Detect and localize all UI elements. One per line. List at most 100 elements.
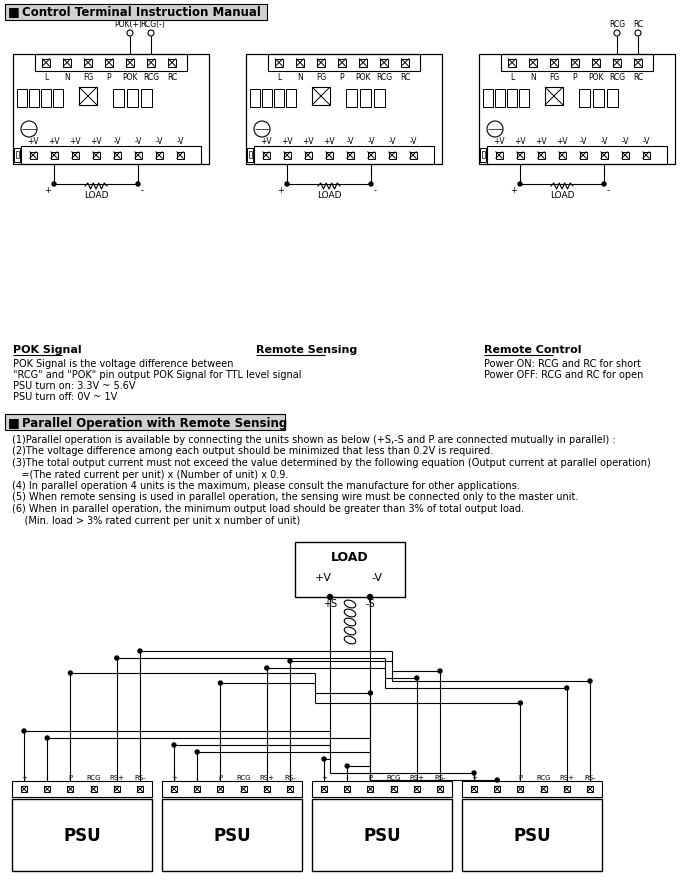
Text: -: -	[374, 186, 377, 195]
Text: L: L	[510, 73, 514, 82]
Text: LOAD: LOAD	[316, 190, 342, 199]
Bar	[218, 786, 223, 792]
Text: RS-: RS-	[284, 774, 296, 780]
Text: -V: -V	[372, 572, 382, 582]
Text: FG: FG	[316, 73, 326, 82]
Bar	[147, 59, 155, 67]
Circle shape	[22, 730, 26, 733]
Text: +V: +V	[302, 137, 314, 146]
Bar	[262, 90, 272, 108]
Bar	[540, 786, 547, 792]
Text: LOAD: LOAD	[331, 551, 369, 563]
Bar	[579, 90, 590, 108]
Bar	[346, 152, 354, 159]
Bar	[592, 59, 600, 67]
Bar	[368, 786, 373, 792]
Text: RCG(-): RCG(-)	[141, 20, 165, 29]
Bar	[137, 786, 143, 792]
Text: POK Signal: POK Signal	[13, 344, 82, 355]
Circle shape	[472, 772, 476, 775]
Text: RS+: RS+	[259, 774, 274, 780]
Text: "RCG" and "POK" pin output POK Signal for TTL level signal: "RCG" and "POK" pin output POK Signal fo…	[13, 369, 302, 380]
Text: =(The rated current per unit) x (Number of unit) x 0.9.: =(The rated current per unit) x (Number …	[12, 469, 288, 479]
Bar	[607, 90, 618, 108]
Text: POK(+): POK(+)	[114, 20, 142, 29]
Bar	[580, 152, 587, 159]
Text: P: P	[218, 774, 223, 780]
Text: Parallel Operation with Remote Sensing: Parallel Operation with Remote Sensing	[22, 416, 287, 429]
Text: P: P	[368, 774, 372, 780]
Bar	[241, 786, 246, 792]
Bar	[346, 90, 357, 108]
Text: (2)The voltage difference among each output should be minimized that less than 0: (2)The voltage difference among each out…	[12, 446, 493, 456]
Text: +V: +V	[48, 137, 60, 146]
Text: -V: -V	[134, 137, 141, 146]
Bar	[268, 55, 420, 72]
Bar	[21, 147, 201, 164]
Circle shape	[345, 764, 349, 768]
Bar	[126, 59, 134, 67]
Bar	[12, 781, 152, 797]
Bar	[359, 59, 367, 67]
Bar	[613, 59, 621, 67]
Circle shape	[172, 743, 176, 747]
Text: P: P	[518, 774, 522, 780]
Text: PSU: PSU	[63, 826, 101, 844]
Text: -V: -V	[643, 137, 650, 146]
Text: Power ON: RCG and RC for short: Power ON: RCG and RC for short	[484, 358, 641, 368]
Text: (Min. load > 3% rated current per unit x number of unit): (Min. load > 3% rated current per unit x…	[12, 515, 300, 525]
Bar	[494, 786, 500, 792]
Text: -S: -S	[365, 598, 375, 608]
Text: +: +	[21, 774, 27, 780]
Text: +: +	[321, 774, 327, 780]
Bar	[482, 152, 484, 159]
Circle shape	[218, 681, 223, 685]
Text: -V: -V	[601, 137, 608, 146]
Circle shape	[115, 656, 119, 661]
Bar	[312, 88, 330, 105]
Bar	[274, 90, 284, 108]
Circle shape	[69, 671, 72, 675]
Text: +: +	[510, 186, 517, 195]
Bar	[162, 799, 302, 871]
Bar	[295, 543, 405, 597]
Bar	[414, 786, 420, 792]
Bar	[517, 786, 524, 792]
Bar	[344, 786, 350, 792]
Bar	[571, 59, 579, 67]
Text: (6) When in parallel operation, the minimum output load should be greater than 3: (6) When in parallel operation, the mini…	[12, 503, 524, 513]
Bar	[5, 415, 285, 431]
Bar	[508, 59, 516, 67]
Bar	[643, 152, 650, 159]
Circle shape	[136, 182, 140, 187]
Text: -V: -V	[113, 137, 120, 146]
Text: RS+: RS+	[559, 774, 574, 780]
Text: -V: -V	[389, 137, 396, 146]
Bar	[368, 152, 374, 159]
Text: PSU: PSU	[363, 826, 401, 844]
Bar	[304, 152, 312, 159]
Text: RCG: RCG	[86, 774, 101, 780]
Text: RC: RC	[633, 73, 643, 82]
Bar	[389, 152, 396, 159]
Bar	[538, 152, 545, 159]
Bar	[134, 152, 141, 159]
Text: RCG: RCG	[536, 774, 551, 780]
Text: +V: +V	[260, 137, 272, 146]
Bar	[326, 152, 332, 159]
Text: RCG: RCG	[386, 774, 401, 780]
Bar	[529, 59, 537, 67]
Bar	[275, 59, 283, 67]
Circle shape	[265, 666, 269, 670]
Text: RCG: RCG	[143, 73, 159, 82]
Bar	[550, 59, 558, 67]
Circle shape	[285, 182, 289, 187]
Text: +: +	[471, 774, 477, 780]
Bar	[35, 55, 187, 72]
Bar	[141, 90, 152, 108]
Circle shape	[438, 670, 442, 673]
Bar	[519, 90, 529, 108]
Text: -V: -V	[346, 137, 354, 146]
Text: +V: +V	[69, 137, 80, 146]
Text: +S: +S	[323, 598, 337, 608]
